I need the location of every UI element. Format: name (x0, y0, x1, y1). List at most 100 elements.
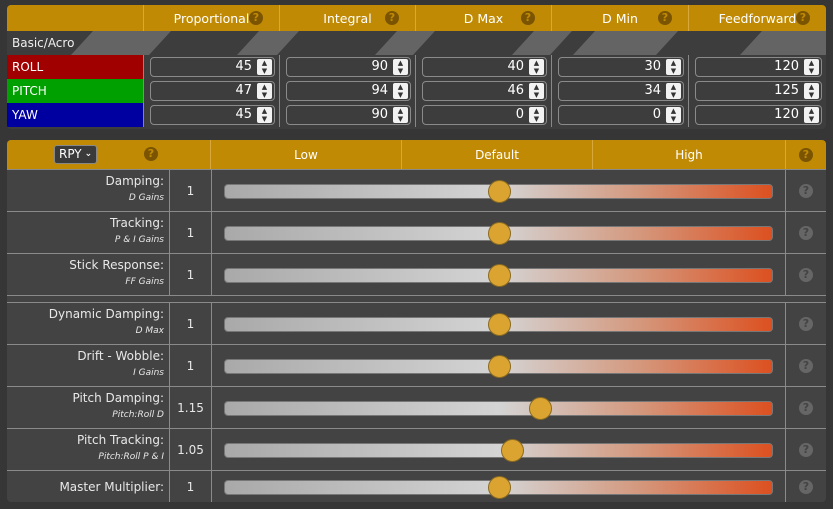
pid-input-yaw[interactable]: 0 ▲ ▼ (558, 105, 684, 125)
help-icon[interactable]: ? (799, 225, 813, 240)
header-col: D Min? (551, 5, 688, 31)
header-label: Feedforward (718, 10, 797, 26)
slider-thumb[interactable] (487, 475, 511, 499)
profile-label: Basic/Acro (12, 36, 75, 50)
pid-cell: 0 ▲ ▼ (551, 103, 688, 127)
spinner-icon[interactable]: ▲ ▼ (666, 59, 681, 75)
slider-label: Pitch Damping: Pitch:Roll D (7, 387, 170, 428)
spinner-icon[interactable]: ▲ ▼ (804, 59, 819, 75)
pid-input-pitch[interactable]: 94 ▲ ▼ (286, 81, 411, 101)
pid-input-pitch[interactable]: 125 ▲ ▼ (695, 81, 822, 101)
spinner-icon[interactable]: ▲ ▼ (393, 59, 408, 75)
help-icon[interactable]: ? (799, 183, 813, 198)
pid-value: 46 (507, 83, 524, 98)
slider-track[interactable] (224, 179, 773, 203)
spinner-icon[interactable]: ▲ ▼ (257, 83, 272, 99)
pid-input-roll[interactable]: 45 ▲ ▼ (150, 57, 275, 77)
pid-input-yaw[interactable]: 90 ▲ ▼ (286, 105, 411, 125)
pid-input-yaw[interactable]: 45 ▲ ▼ (150, 105, 275, 125)
pid-value: 90 (371, 107, 388, 122)
pid-input-roll[interactable]: 90 ▲ ▼ (286, 57, 411, 77)
row-help: ? (785, 387, 826, 428)
slider-track[interactable] (224, 263, 773, 287)
slider-title: Damping: (105, 174, 165, 188)
pid-input-roll[interactable]: 40 ▲ ▼ (422, 57, 547, 77)
mode-select[interactable]: RPY ⌄ (54, 145, 98, 164)
slider-row: Master Multiplier: 1 ? (7, 470, 826, 502)
pid-value: 90 (371, 59, 388, 74)
stripe-decoration (237, 31, 299, 55)
header-label: Integral (323, 10, 372, 26)
pid-cell: 30 ▲ ▼ (551, 55, 688, 79)
pid-input-pitch[interactable]: 46 ▲ ▼ (422, 81, 547, 101)
pid-table: Proportional? Integral? D Max? D Min? Feedfo… (7, 5, 826, 129)
help-icon[interactable]: ? (799, 358, 813, 373)
slider-row: Pitch Damping: Pitch:Roll D 1.15 ? (7, 386, 826, 428)
pid-input-yaw[interactable]: 0 ▲ ▼ (422, 105, 547, 125)
stripe-decoration (375, 31, 435, 55)
spinner-icon[interactable]: ▲ ▼ (393, 107, 408, 123)
slider-thumb[interactable] (487, 221, 511, 245)
spinner-icon[interactable]: ▲ ▼ (804, 83, 819, 99)
pid-input-yaw[interactable]: 120 ▲ ▼ (695, 105, 822, 125)
slider-track[interactable] (224, 354, 773, 378)
spinner-icon[interactable]: ▲ ▼ (257, 107, 272, 123)
slider-value: 1 (170, 212, 212, 253)
spinner-icon[interactable]: ▲ ▼ (666, 83, 681, 99)
slider-track[interactable] (224, 312, 773, 336)
slider-thumb[interactable] (487, 354, 511, 378)
help-icon[interactable]: ? (799, 316, 813, 331)
spinner-icon[interactable]: ▲ ▼ (393, 83, 408, 99)
help-icon[interactable]: ? (521, 11, 535, 25)
pid-value: 45 (235, 107, 252, 122)
help-icon[interactable]: ? (799, 400, 813, 415)
slider-label: Pitch Tracking: Pitch:Roll P & I (7, 429, 170, 470)
slider-thumb[interactable] (487, 263, 511, 287)
help-icon[interactable]: ? (658, 11, 672, 25)
pid-input-roll[interactable]: 120 ▲ ▼ (695, 57, 822, 77)
spinner-icon[interactable]: ▲ ▼ (529, 83, 544, 99)
spinner-icon[interactable]: ▲ ▼ (804, 107, 819, 123)
help-icon[interactable]: ? (799, 442, 813, 457)
help-icon[interactable]: ? (144, 147, 158, 161)
help-icon[interactable]: ? (385, 11, 399, 25)
pid-cell: 120 ▲ ▼ (688, 55, 826, 79)
stripe-decoration (740, 31, 826, 55)
slider-title: Drift - Wobble: (77, 349, 164, 363)
pid-value: 47 (235, 83, 252, 98)
slider-value: 1 (170, 170, 212, 211)
spinner-icon[interactable]: ▲ ▼ (529, 59, 544, 75)
pid-value: 94 (371, 83, 388, 98)
slider-track[interactable] (224, 396, 773, 420)
slider-thumb[interactable] (501, 438, 525, 462)
help-icon[interactable]: ? (249, 11, 263, 25)
pid-input-pitch[interactable]: 47 ▲ ▼ (150, 81, 275, 101)
stripe-decoration (573, 31, 678, 55)
slider-subtitle: FF Gains (125, 277, 164, 287)
spinner-icon[interactable]: ▲ ▼ (666, 107, 681, 123)
help-icon[interactable]: ? (799, 147, 813, 162)
pid-value: 0 (652, 107, 661, 122)
help-icon[interactable]: ? (799, 479, 813, 494)
slider-track[interactable] (224, 475, 773, 499)
pid-input-roll[interactable]: 30 ▲ ▼ (558, 57, 684, 77)
slider-thumb[interactable] (528, 396, 552, 420)
pid-cell: 120 ▲ ▼ (688, 103, 826, 127)
pid-cell: 90 ▲ ▼ (279, 55, 415, 79)
slider-value: 1.05 (170, 429, 212, 470)
slider-thumb[interactable] (487, 179, 511, 203)
help-icon[interactable]: ? (799, 267, 813, 282)
mode-header: RPY ⌄? (7, 140, 210, 169)
spinner-icon[interactable]: ▲ ▼ (529, 107, 544, 123)
axis-label-yaw: YAW (7, 103, 143, 127)
slider-track[interactable] (224, 221, 773, 245)
header-col: D Max? (415, 5, 551, 31)
header-help: ? (785, 140, 826, 169)
pid-input-pitch[interactable]: 34 ▲ ▼ (558, 81, 684, 101)
slider-track[interactable] (224, 438, 773, 462)
slider-row: Dynamic Damping: D Max 1 ? (7, 302, 826, 344)
help-icon[interactable]: ? (796, 11, 810, 25)
spinner-icon[interactable]: ▲ ▼ (257, 59, 272, 75)
slider-label: Dynamic Damping: D Max (7, 303, 170, 344)
slider-thumb[interactable] (487, 312, 511, 336)
